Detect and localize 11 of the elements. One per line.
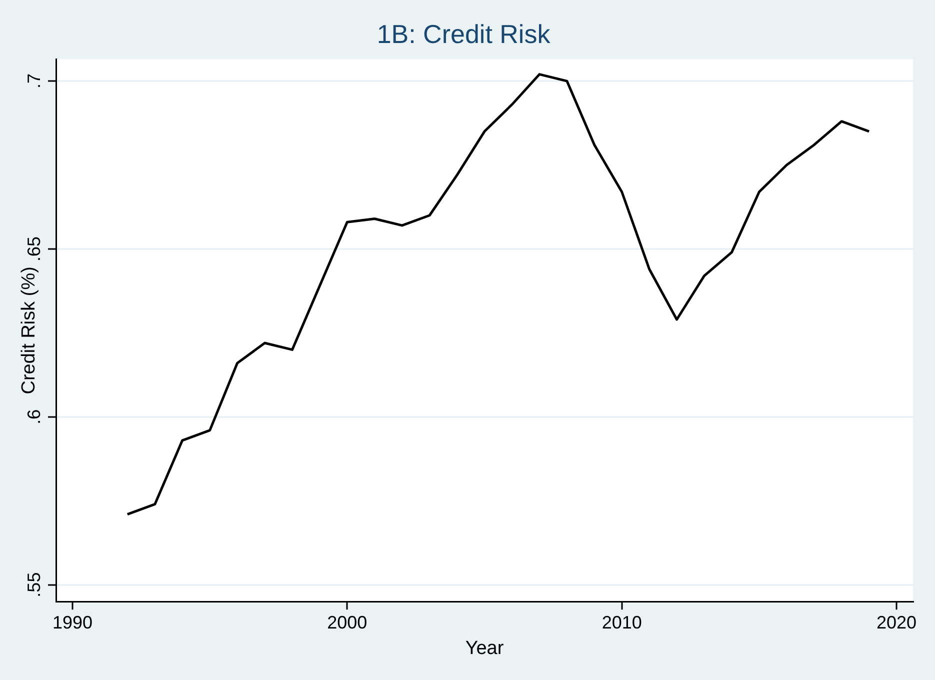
y-tick-label: .7 [24,74,44,89]
x-tick-label: 2010 [602,612,642,632]
x-axis-title: Year [465,638,504,659]
x-tick-label: 2020 [876,612,917,632]
y-axis-title: Credit Risk (%) [18,266,40,394]
chart-title: 1B: Credit Risk [376,18,552,49]
y-tick-label: .65 [24,236,44,262]
x-tick-label: 2000 [327,612,368,632]
y-tick-label: .6 [24,409,44,424]
x-tick-label: 1990 [52,612,93,632]
y-tick-label: .55 [24,572,44,598]
